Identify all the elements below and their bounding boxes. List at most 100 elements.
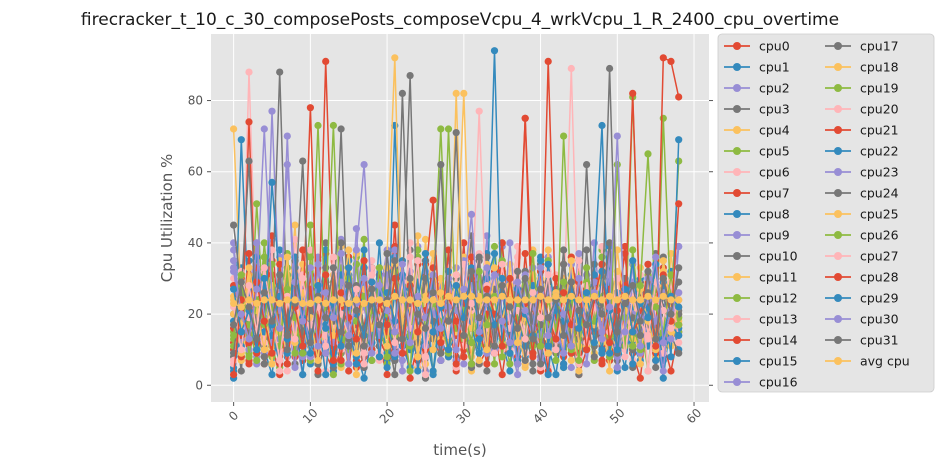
data-point xyxy=(437,299,445,307)
data-point xyxy=(644,260,652,268)
data-point xyxy=(483,296,491,304)
legend-label: cpu0 xyxy=(759,39,790,54)
data-point xyxy=(659,274,667,283)
data-point xyxy=(544,296,552,304)
data-point xyxy=(276,367,284,375)
data-point xyxy=(521,296,529,304)
data-point xyxy=(444,292,453,300)
data-point xyxy=(345,299,353,307)
data-point xyxy=(629,282,637,290)
data-point xyxy=(237,303,245,311)
data-point xyxy=(467,299,476,307)
legend-item: cpu7 xyxy=(724,186,790,201)
data-point xyxy=(475,253,483,261)
legend-label: cpu15 xyxy=(759,354,798,369)
data-point xyxy=(636,331,644,339)
data-point xyxy=(329,314,337,322)
data-point xyxy=(644,367,652,375)
legend-marker xyxy=(834,105,842,113)
data-point xyxy=(368,285,376,293)
legend-marker xyxy=(834,210,842,218)
data-point xyxy=(475,356,483,364)
data-point xyxy=(490,296,499,304)
data-point xyxy=(560,296,568,304)
data-point xyxy=(245,353,253,361)
data-point xyxy=(352,335,360,343)
legend-item: cpu27 xyxy=(825,249,899,264)
data-point xyxy=(383,363,391,372)
data-point xyxy=(398,335,406,343)
data-point xyxy=(368,356,376,364)
data-point xyxy=(598,310,606,318)
data-point xyxy=(398,367,406,375)
data-point xyxy=(245,157,253,165)
data-point xyxy=(560,246,568,254)
data-point xyxy=(306,299,314,307)
data-point xyxy=(306,221,314,229)
data-point xyxy=(360,349,368,357)
data-point xyxy=(230,371,238,379)
data-point xyxy=(613,328,621,336)
data-point xyxy=(322,299,330,307)
legend-label: cpu31 xyxy=(860,333,899,348)
data-point xyxy=(268,317,276,325)
x-tick-label: 50 xyxy=(607,406,628,427)
data-point xyxy=(606,339,614,347)
legend-label: cpu14 xyxy=(759,333,798,348)
legend-item: cpu16 xyxy=(724,375,798,390)
legend-item: cpu3 xyxy=(724,102,790,117)
legend-label: cpu22 xyxy=(860,144,899,159)
data-point xyxy=(475,296,483,304)
data-point xyxy=(652,363,660,372)
data-point xyxy=(391,292,399,300)
legend-label: cpu21 xyxy=(860,123,899,138)
data-point xyxy=(375,239,383,247)
data-point xyxy=(406,374,414,382)
data-point xyxy=(452,317,460,325)
data-point xyxy=(391,246,399,254)
data-point xyxy=(560,349,568,357)
legend-item: cpu9 xyxy=(724,228,790,243)
data-point xyxy=(237,367,245,375)
data-point xyxy=(230,321,238,329)
data-point xyxy=(345,342,353,350)
data-point xyxy=(460,292,468,300)
data-point xyxy=(360,257,368,265)
data-point xyxy=(375,353,383,361)
legend-marker xyxy=(733,294,741,302)
data-point xyxy=(537,257,545,265)
legend-marker xyxy=(834,63,842,71)
data-point xyxy=(276,299,284,307)
data-point xyxy=(452,360,460,368)
legend: cpu0 cpu1 cpu2 cpu3 cpu4 cpu5 cpu6 cpu7 cpu8 cpu9… xyxy=(717,33,935,393)
data-point xyxy=(475,314,483,322)
data-point xyxy=(583,346,591,354)
data-point xyxy=(521,114,529,122)
data-point xyxy=(506,360,514,368)
legend-marker xyxy=(733,126,741,134)
data-point xyxy=(368,349,376,357)
data-point xyxy=(598,296,606,304)
data-point xyxy=(575,306,583,315)
legend-label: cpu13 xyxy=(759,312,798,327)
data-point xyxy=(268,360,276,368)
data-point xyxy=(360,161,368,169)
data-point xyxy=(237,278,245,286)
legend-marker xyxy=(733,63,741,71)
data-point xyxy=(483,321,491,329)
data-point xyxy=(437,356,445,364)
data-point xyxy=(529,335,537,343)
data-point xyxy=(575,274,583,283)
data-point xyxy=(629,246,637,254)
data-point xyxy=(268,178,276,186)
data-point xyxy=(329,296,337,304)
data-point xyxy=(613,161,621,169)
legend-item: cpu10 xyxy=(724,249,798,264)
data-point xyxy=(314,282,322,290)
data-point xyxy=(583,161,591,169)
data-point xyxy=(652,303,660,311)
data-point xyxy=(667,324,675,332)
data-point xyxy=(652,335,660,343)
data-point xyxy=(621,363,629,372)
data-point xyxy=(552,346,560,354)
